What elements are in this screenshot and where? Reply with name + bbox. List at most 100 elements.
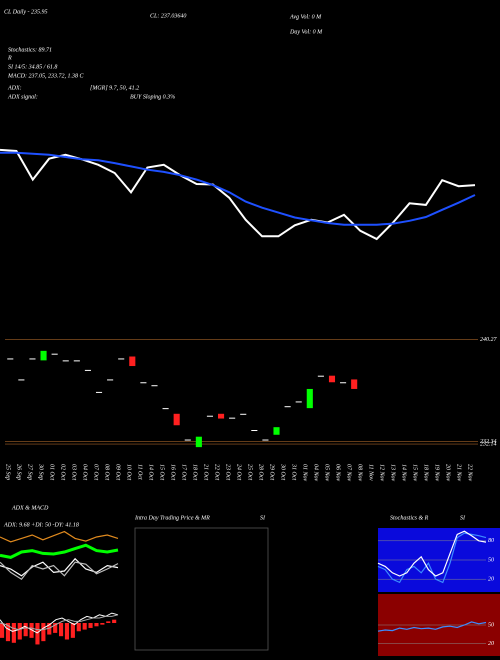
candle xyxy=(218,413,225,419)
x-tick-label: 28 Oct xyxy=(258,464,264,480)
candle xyxy=(240,413,247,415)
x-tick-label: 23 Oct xyxy=(225,464,231,480)
bar xyxy=(53,623,58,633)
x-tick-label: 20 Nov xyxy=(445,464,451,482)
candle xyxy=(251,430,258,432)
bar xyxy=(82,623,87,630)
candle xyxy=(140,382,147,384)
bar xyxy=(112,619,117,623)
x-tick-label: 09 Oct xyxy=(115,464,121,480)
x-tick-label: 25 Oct xyxy=(247,464,253,480)
x-tick-label: 12 Nov xyxy=(379,464,385,482)
bar xyxy=(0,623,5,638)
line-series xyxy=(0,543,119,559)
candle xyxy=(306,388,313,409)
x-tick-label: 14 Oct xyxy=(148,464,155,480)
candle xyxy=(107,379,114,381)
bar xyxy=(35,623,40,645)
x-tick-label: 24 Oct xyxy=(236,464,243,480)
bar xyxy=(88,623,93,628)
x-tick-label: 08 Nov xyxy=(357,464,363,482)
panel-subtitle: SI xyxy=(460,515,466,521)
x-tick-label: 15 Nov xyxy=(412,464,418,482)
y-tick-label: 50 xyxy=(488,622,494,628)
bar xyxy=(29,623,34,638)
header-text: [MGR] 9.7, 50, 41.2 xyxy=(90,84,139,91)
x-tick-label: 16 Oct xyxy=(170,464,176,480)
x-tick-label: 04 Nov xyxy=(313,464,320,482)
x-tick-label: 26 Sep xyxy=(16,464,22,480)
line-series xyxy=(0,614,119,631)
candle xyxy=(118,358,125,360)
y-tick-label: 232.34 xyxy=(480,438,497,445)
bar xyxy=(59,623,64,637)
candle xyxy=(151,385,158,387)
y-tick-label: 240.27 xyxy=(480,336,498,343)
line-series xyxy=(0,148,476,241)
candle xyxy=(162,408,169,410)
header-text: ADX: xyxy=(7,85,22,91)
x-tick-label: 22 Oct xyxy=(214,464,220,480)
bar xyxy=(23,623,28,637)
x-tick-label: 21 Nov xyxy=(456,464,462,482)
header-text: SI 14/5: 34.85 / 61.8 xyxy=(8,63,57,70)
panel-subtitle: ADX: 9.68 +DI: 50 -DY: 41.18 xyxy=(3,521,79,528)
x-tick-label: 25 Sep xyxy=(5,464,11,480)
candle xyxy=(273,427,280,435)
x-tick-label: 02 Oct xyxy=(60,464,66,480)
x-tick-label: 31 Oct xyxy=(291,463,297,480)
candle xyxy=(229,417,236,419)
panel-frame xyxy=(134,527,269,651)
line-series xyxy=(377,530,487,577)
header-text: MACD: 237.05, 233.72, 1.38 C xyxy=(7,73,84,79)
header-text: Avg Vol: 0 M xyxy=(289,14,322,20)
bar xyxy=(41,623,46,642)
header-text: BUY Sloping 0.3% xyxy=(130,94,175,100)
header-text: CL Daily - 235.95 xyxy=(4,9,48,15)
x-tick-label: 07 Nov xyxy=(346,464,352,482)
x-tick-label: 22 Nov xyxy=(467,464,473,482)
header-text: Stochastics: 89.71 xyxy=(8,47,52,53)
bar xyxy=(11,623,16,643)
y-tick-label: 232.14 xyxy=(480,440,497,447)
line-series xyxy=(377,621,487,632)
x-tick-label: 03 Oct xyxy=(71,464,77,480)
candle xyxy=(262,439,269,441)
x-tick-label: 30 Oct xyxy=(280,463,286,480)
candle xyxy=(51,353,58,355)
candle xyxy=(284,406,291,408)
candle xyxy=(340,382,347,384)
header-text: Day Vol: 0 M xyxy=(289,29,323,35)
candle xyxy=(173,413,180,426)
line-series xyxy=(0,151,476,226)
candle xyxy=(328,375,336,383)
candle xyxy=(184,439,191,441)
x-tick-label: 18 Nov xyxy=(423,464,429,482)
bar xyxy=(70,623,75,638)
candle xyxy=(95,391,103,393)
x-tick-label: 19 Nov xyxy=(434,464,440,482)
panel-subtitle: SI xyxy=(260,515,266,521)
x-tick-label: 07 Oct xyxy=(93,464,99,480)
bar xyxy=(94,623,99,627)
line-series xyxy=(0,561,119,580)
bar xyxy=(106,621,111,623)
bar xyxy=(5,623,11,642)
bar xyxy=(17,623,22,640)
x-tick-label: 01 Oct xyxy=(49,464,55,480)
x-tick-label: 18 Oct xyxy=(192,464,198,480)
x-tick-label: 21 Oct xyxy=(203,464,209,480)
candle xyxy=(295,401,302,403)
bar xyxy=(76,623,81,632)
x-tick-label: 01 Nov xyxy=(302,464,308,482)
x-tick-label: 29 Oct xyxy=(269,464,275,480)
candle xyxy=(29,358,36,360)
x-tick-label: 06 Nov xyxy=(335,464,341,482)
x-tick-label: 11 Oct xyxy=(137,464,143,480)
bar xyxy=(47,623,52,635)
x-tick-label: 14 Nov xyxy=(401,464,408,482)
x-tick-label: 08 Oct xyxy=(104,464,110,480)
x-tick-label: 10 Oct xyxy=(126,464,132,480)
y-tick-label: 20 xyxy=(488,577,494,583)
